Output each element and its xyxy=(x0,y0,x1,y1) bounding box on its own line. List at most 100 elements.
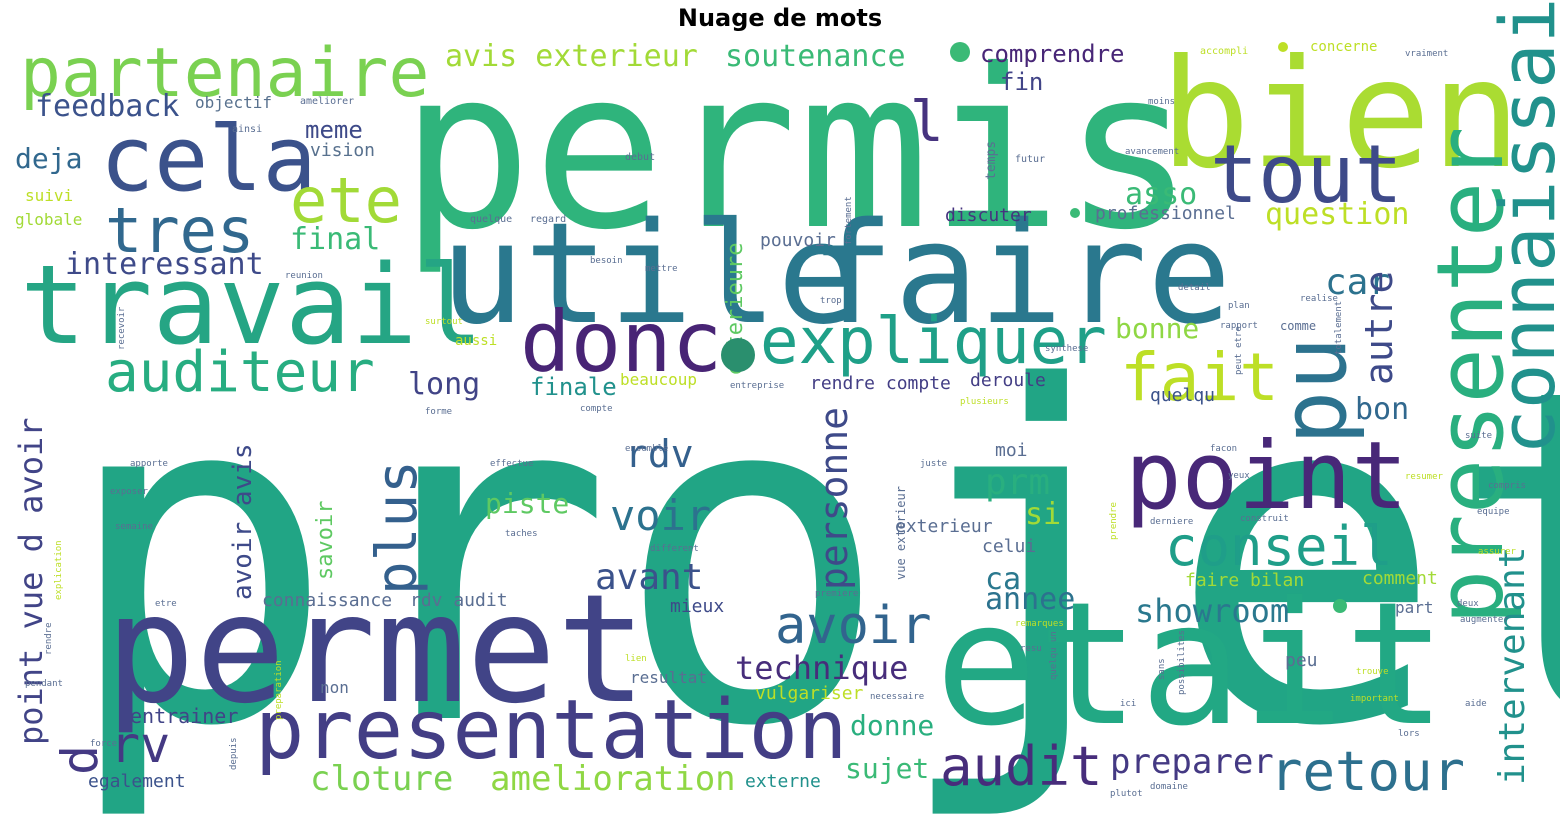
word-aussi: aussi xyxy=(455,333,498,349)
word-ca: ca xyxy=(985,562,1022,597)
word-taches: taches xyxy=(505,529,538,539)
word-presentation: presentation xyxy=(255,683,848,778)
word-suite: suite xyxy=(1465,431,1493,441)
word-peu: peu xyxy=(1285,650,1318,671)
word-cela: cela xyxy=(100,107,317,212)
dot-mark xyxy=(1278,42,1288,52)
word-final: final xyxy=(290,222,381,257)
word-forme: forme xyxy=(425,407,453,417)
word-comment: comment xyxy=(1362,568,1438,589)
word-sujet: sujet xyxy=(845,752,930,785)
word-car: car xyxy=(1325,262,1391,303)
word-etait: etait xyxy=(935,566,1447,764)
word-fortement: fortement xyxy=(844,196,854,245)
word-surtout: surtout xyxy=(425,317,463,327)
word-quelqu-un: quelqu un xyxy=(1049,631,1059,680)
word-cloture: cloture xyxy=(310,759,454,799)
word-peut-etre: peut etre xyxy=(1234,326,1244,375)
word-trouve: trouve xyxy=(1356,667,1389,677)
word-facon: facon xyxy=(1210,444,1238,454)
word-conseil: conseil xyxy=(1165,515,1393,578)
word-compte: compte xyxy=(580,404,613,414)
word-avant: avant xyxy=(595,557,704,598)
word-lien: lien xyxy=(625,654,647,664)
word-faire: faire xyxy=(810,193,1232,356)
word-utile: utile xyxy=(440,193,862,356)
word-important: important xyxy=(1350,694,1399,704)
word-audit: audit xyxy=(940,735,1103,798)
word-discuter: discuter xyxy=(945,205,1032,226)
word-entreprise: entreprise xyxy=(730,381,785,391)
word-deux: deux xyxy=(1457,599,1479,609)
word-travail: travail xyxy=(20,241,484,369)
word-partenaire: partenaire xyxy=(20,34,430,113)
word-plan: plan xyxy=(1228,301,1250,311)
word-deroule: deroule xyxy=(970,370,1046,391)
word-prm: prm xyxy=(985,462,1051,503)
word-derniere: derniere xyxy=(1150,517,1194,527)
word-l: l xyxy=(910,90,944,155)
word-fait: fait xyxy=(1120,339,1279,416)
word-augmenter: augmenter xyxy=(1460,615,1509,625)
word-preparer: preparer xyxy=(1110,742,1274,782)
word-rv: rv xyxy=(110,716,171,774)
word-aide: aide xyxy=(1465,699,1487,709)
word-accompli: accompli xyxy=(1200,46,1249,57)
word-intervenant: intervenant xyxy=(1492,546,1533,785)
word-externe: externe xyxy=(745,771,821,792)
word-apporte: apporte xyxy=(130,459,168,469)
word-comprendre: comprendre xyxy=(980,40,1125,68)
word-resu: resu xyxy=(1020,644,1042,654)
word-entrainer: entrainer xyxy=(130,704,239,728)
word-autre: autre xyxy=(1357,270,1401,385)
word-preparation: preparation xyxy=(274,660,284,720)
word-sans: sans xyxy=(1157,658,1167,680)
word-ameliorer: ameliorer xyxy=(300,96,355,107)
word-necessaire: necessaire xyxy=(870,692,925,702)
word-quelque: quelque xyxy=(470,214,513,225)
word-recevoir: recevoir xyxy=(117,306,127,350)
word-annee: annee xyxy=(985,582,1076,617)
word-exterieur: exterieur xyxy=(895,516,993,537)
word-auditeur: auditeur xyxy=(105,340,375,405)
word-long: long xyxy=(408,367,481,402)
word-fin: fin xyxy=(1000,68,1044,96)
word-retour: retour xyxy=(1270,740,1466,803)
word-si: si xyxy=(1025,497,1062,532)
word-donne: donne xyxy=(850,709,935,742)
word-remarques: remarques xyxy=(1015,619,1064,629)
word-trop: trop xyxy=(820,296,842,306)
figure-title: Nuage de mots xyxy=(677,4,883,32)
word-point: point xyxy=(1125,422,1408,531)
word-feedback: feedback xyxy=(35,89,180,124)
word-resumer: resumer xyxy=(1405,472,1443,482)
word-objectif: objectif xyxy=(195,93,273,112)
word-celui: celui xyxy=(982,536,1037,557)
word-lors: lors xyxy=(1398,729,1420,739)
word-equipe: equipe xyxy=(1477,507,1510,517)
word-rdv-audit: rdv audit xyxy=(410,590,508,611)
dot-mark xyxy=(1070,208,1080,218)
word-moi: moi xyxy=(995,440,1028,461)
word-etre: etre xyxy=(155,599,177,609)
word-debut: debut xyxy=(625,152,656,163)
word-technique: technique xyxy=(735,649,909,687)
word-construit: construit xyxy=(1240,514,1289,524)
word-connaissance: connaissance xyxy=(262,590,393,611)
word-avancement: avancement xyxy=(1125,147,1180,157)
word-temps: temps xyxy=(984,140,999,180)
word-soutenance: soutenance xyxy=(725,39,906,74)
word-voir: voir xyxy=(610,491,712,540)
word-plusieurs: plusieurs xyxy=(960,397,1009,407)
word-avis-exterieur: avis exterieur xyxy=(445,39,698,74)
word-egalement: egalement xyxy=(88,771,186,792)
dot-mark xyxy=(1333,599,1347,613)
word-rendre-compte: rendre compte xyxy=(810,373,951,394)
word-ensemble: ensemble xyxy=(625,444,669,454)
word-detail: detail xyxy=(1178,283,1211,293)
word-question: question xyxy=(1265,197,1410,232)
word-meme: meme xyxy=(305,116,363,144)
word-connaissait: connaissait xyxy=(1483,0,1560,455)
word-depuis: depuis xyxy=(229,737,239,770)
